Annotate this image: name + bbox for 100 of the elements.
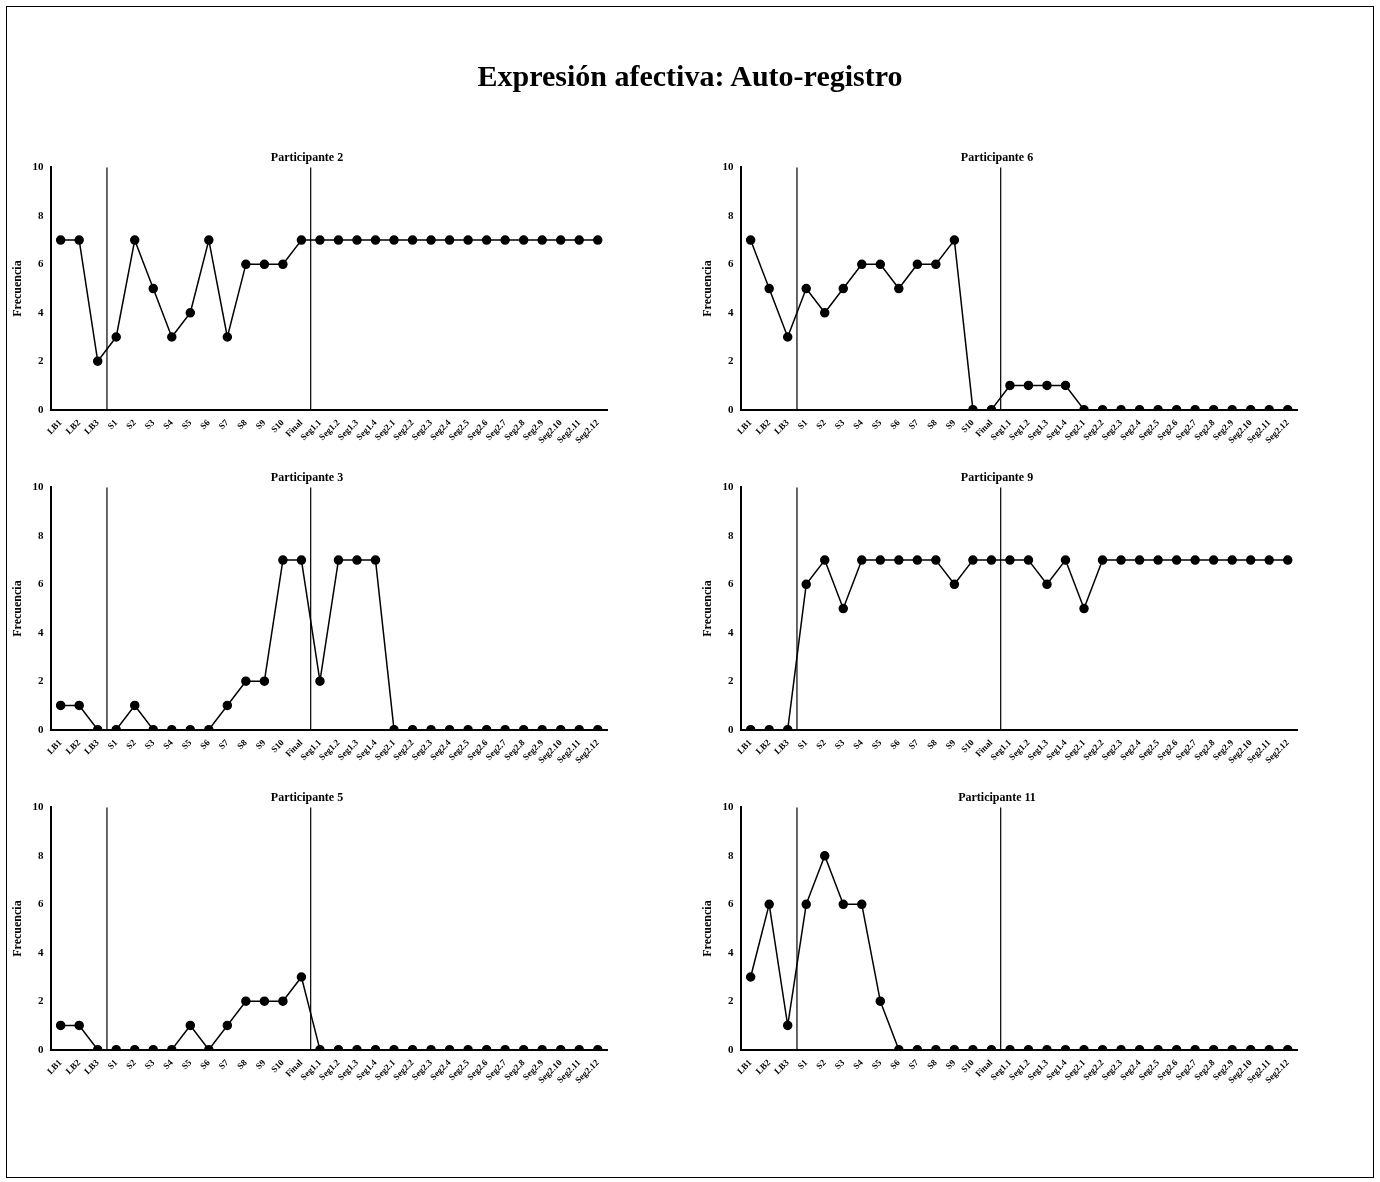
chart-title: Participante 6 (960, 150, 1034, 165)
point (801, 899, 811, 910)
x-tick-label: S6 (198, 1057, 213, 1072)
point (912, 555, 923, 565)
chart-title: Participante 5 (270, 790, 344, 805)
point (894, 283, 904, 294)
point (1023, 555, 1034, 565)
point (259, 259, 270, 270)
point (111, 332, 121, 342)
point (986, 555, 997, 565)
point (1097, 555, 1108, 565)
x-tick-label: S2 (814, 417, 829, 432)
x-tick-label: S7 (216, 737, 231, 752)
point (426, 235, 436, 245)
x-tick-label: S4 (851, 737, 866, 752)
y-tick-label: 0 (727, 722, 734, 735)
point (296, 235, 307, 245)
x-tick-label: S6 (888, 417, 903, 432)
point (1134, 555, 1145, 565)
y-tick-label: 0 (727, 402, 734, 415)
y-tick-label: 10 (32, 160, 44, 173)
text: Expresión afectiva: Auto-registro (476, 59, 904, 93)
x-tick-label: S8 (925, 737, 940, 752)
y-axis-title: Frecuencia (10, 260, 25, 317)
x-tick-label: S9 (253, 737, 268, 752)
point (819, 308, 830, 318)
y-tick-label: 0 (37, 1042, 44, 1055)
point (333, 235, 344, 245)
y-tick-label: 8 (727, 528, 734, 541)
x-tick-label: S5 (869, 417, 884, 432)
x-tick-label: S1 (795, 737, 810, 752)
x-tick-label: S6 (198, 417, 213, 432)
x-tick-label: S1 (795, 1057, 810, 1072)
y-tick-label: 6 (727, 577, 734, 590)
point (1116, 555, 1126, 565)
x-tick-label: LB1 (734, 1057, 755, 1077)
x-tick-label: LB1 (734, 737, 755, 757)
x-tick-label: LB3 (772, 1057, 792, 1077)
y-tick-label: 4 (727, 625, 734, 638)
point (574, 235, 584, 245)
point (481, 235, 492, 245)
x-tick-label: S2 (124, 417, 139, 432)
y-tick-label: 8 (727, 848, 734, 861)
x-tick-label: S3 (142, 1057, 157, 1072)
x-tick-label: S9 (253, 1057, 268, 1072)
y-tick-label: 2 (37, 354, 44, 367)
point (1282, 555, 1293, 565)
point (1227, 555, 1237, 565)
point (148, 283, 159, 294)
point (949, 579, 960, 590)
y-axis-title: Frecuencia (700, 580, 715, 637)
y-tick-label: 10 (722, 160, 734, 173)
x-tick-label: LB3 (82, 1057, 102, 1077)
point (185, 308, 196, 318)
point (352, 555, 362, 565)
y-tick-label: 4 (727, 945, 734, 958)
y-tick-label: 4 (727, 305, 734, 318)
point (241, 259, 251, 270)
point (1005, 555, 1015, 565)
y-tick-label: 8 (37, 208, 44, 221)
x-tick-label: S6 (888, 737, 903, 752)
point (352, 235, 362, 245)
point (764, 283, 774, 294)
point (819, 851, 830, 861)
x-tick-label: S4 (851, 1057, 866, 1072)
chart-title: Participante 3 (270, 470, 344, 485)
y-tick-label: 0 (37, 722, 44, 735)
y-tick-label: 8 (37, 848, 44, 861)
point (1060, 555, 1071, 565)
y-tick-label: 0 (37, 402, 44, 415)
point (838, 283, 849, 294)
x-tick-label: S6 (888, 1057, 903, 1072)
point (518, 235, 529, 245)
x-tick-label: S1 (105, 1057, 120, 1072)
point (167, 332, 177, 342)
y-tick-label: 2 (727, 354, 734, 367)
point (1079, 603, 1089, 614)
chart-title: Participante 11 (958, 790, 1036, 805)
y-tick-label: 8 (37, 528, 44, 541)
x-tick-label: LB3 (82, 737, 102, 757)
point (764, 899, 774, 910)
chart-title: Participante 9 (960, 470, 1034, 485)
point (370, 235, 381, 245)
y-tick-label: 8 (727, 208, 734, 221)
x-tick-label: S2 (124, 1057, 139, 1072)
point (296, 555, 307, 565)
x-tick-label: S8 (235, 737, 250, 752)
point (912, 259, 923, 270)
point (819, 555, 830, 565)
point (745, 972, 756, 982)
point (407, 235, 418, 245)
y-tick-label: 10 (722, 480, 734, 493)
x-tick-label: LB3 (772, 417, 792, 437)
point (278, 259, 288, 270)
point (968, 555, 978, 565)
x-tick-label: S9 (253, 417, 268, 432)
point (745, 235, 756, 245)
point (537, 235, 547, 245)
point (1153, 555, 1163, 565)
x-tick-label: S4 (161, 417, 176, 432)
